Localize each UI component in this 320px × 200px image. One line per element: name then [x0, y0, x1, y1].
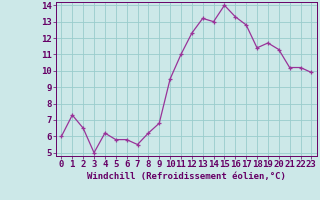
- X-axis label: Windchill (Refroidissement éolien,°C): Windchill (Refroidissement éolien,°C): [87, 172, 286, 181]
